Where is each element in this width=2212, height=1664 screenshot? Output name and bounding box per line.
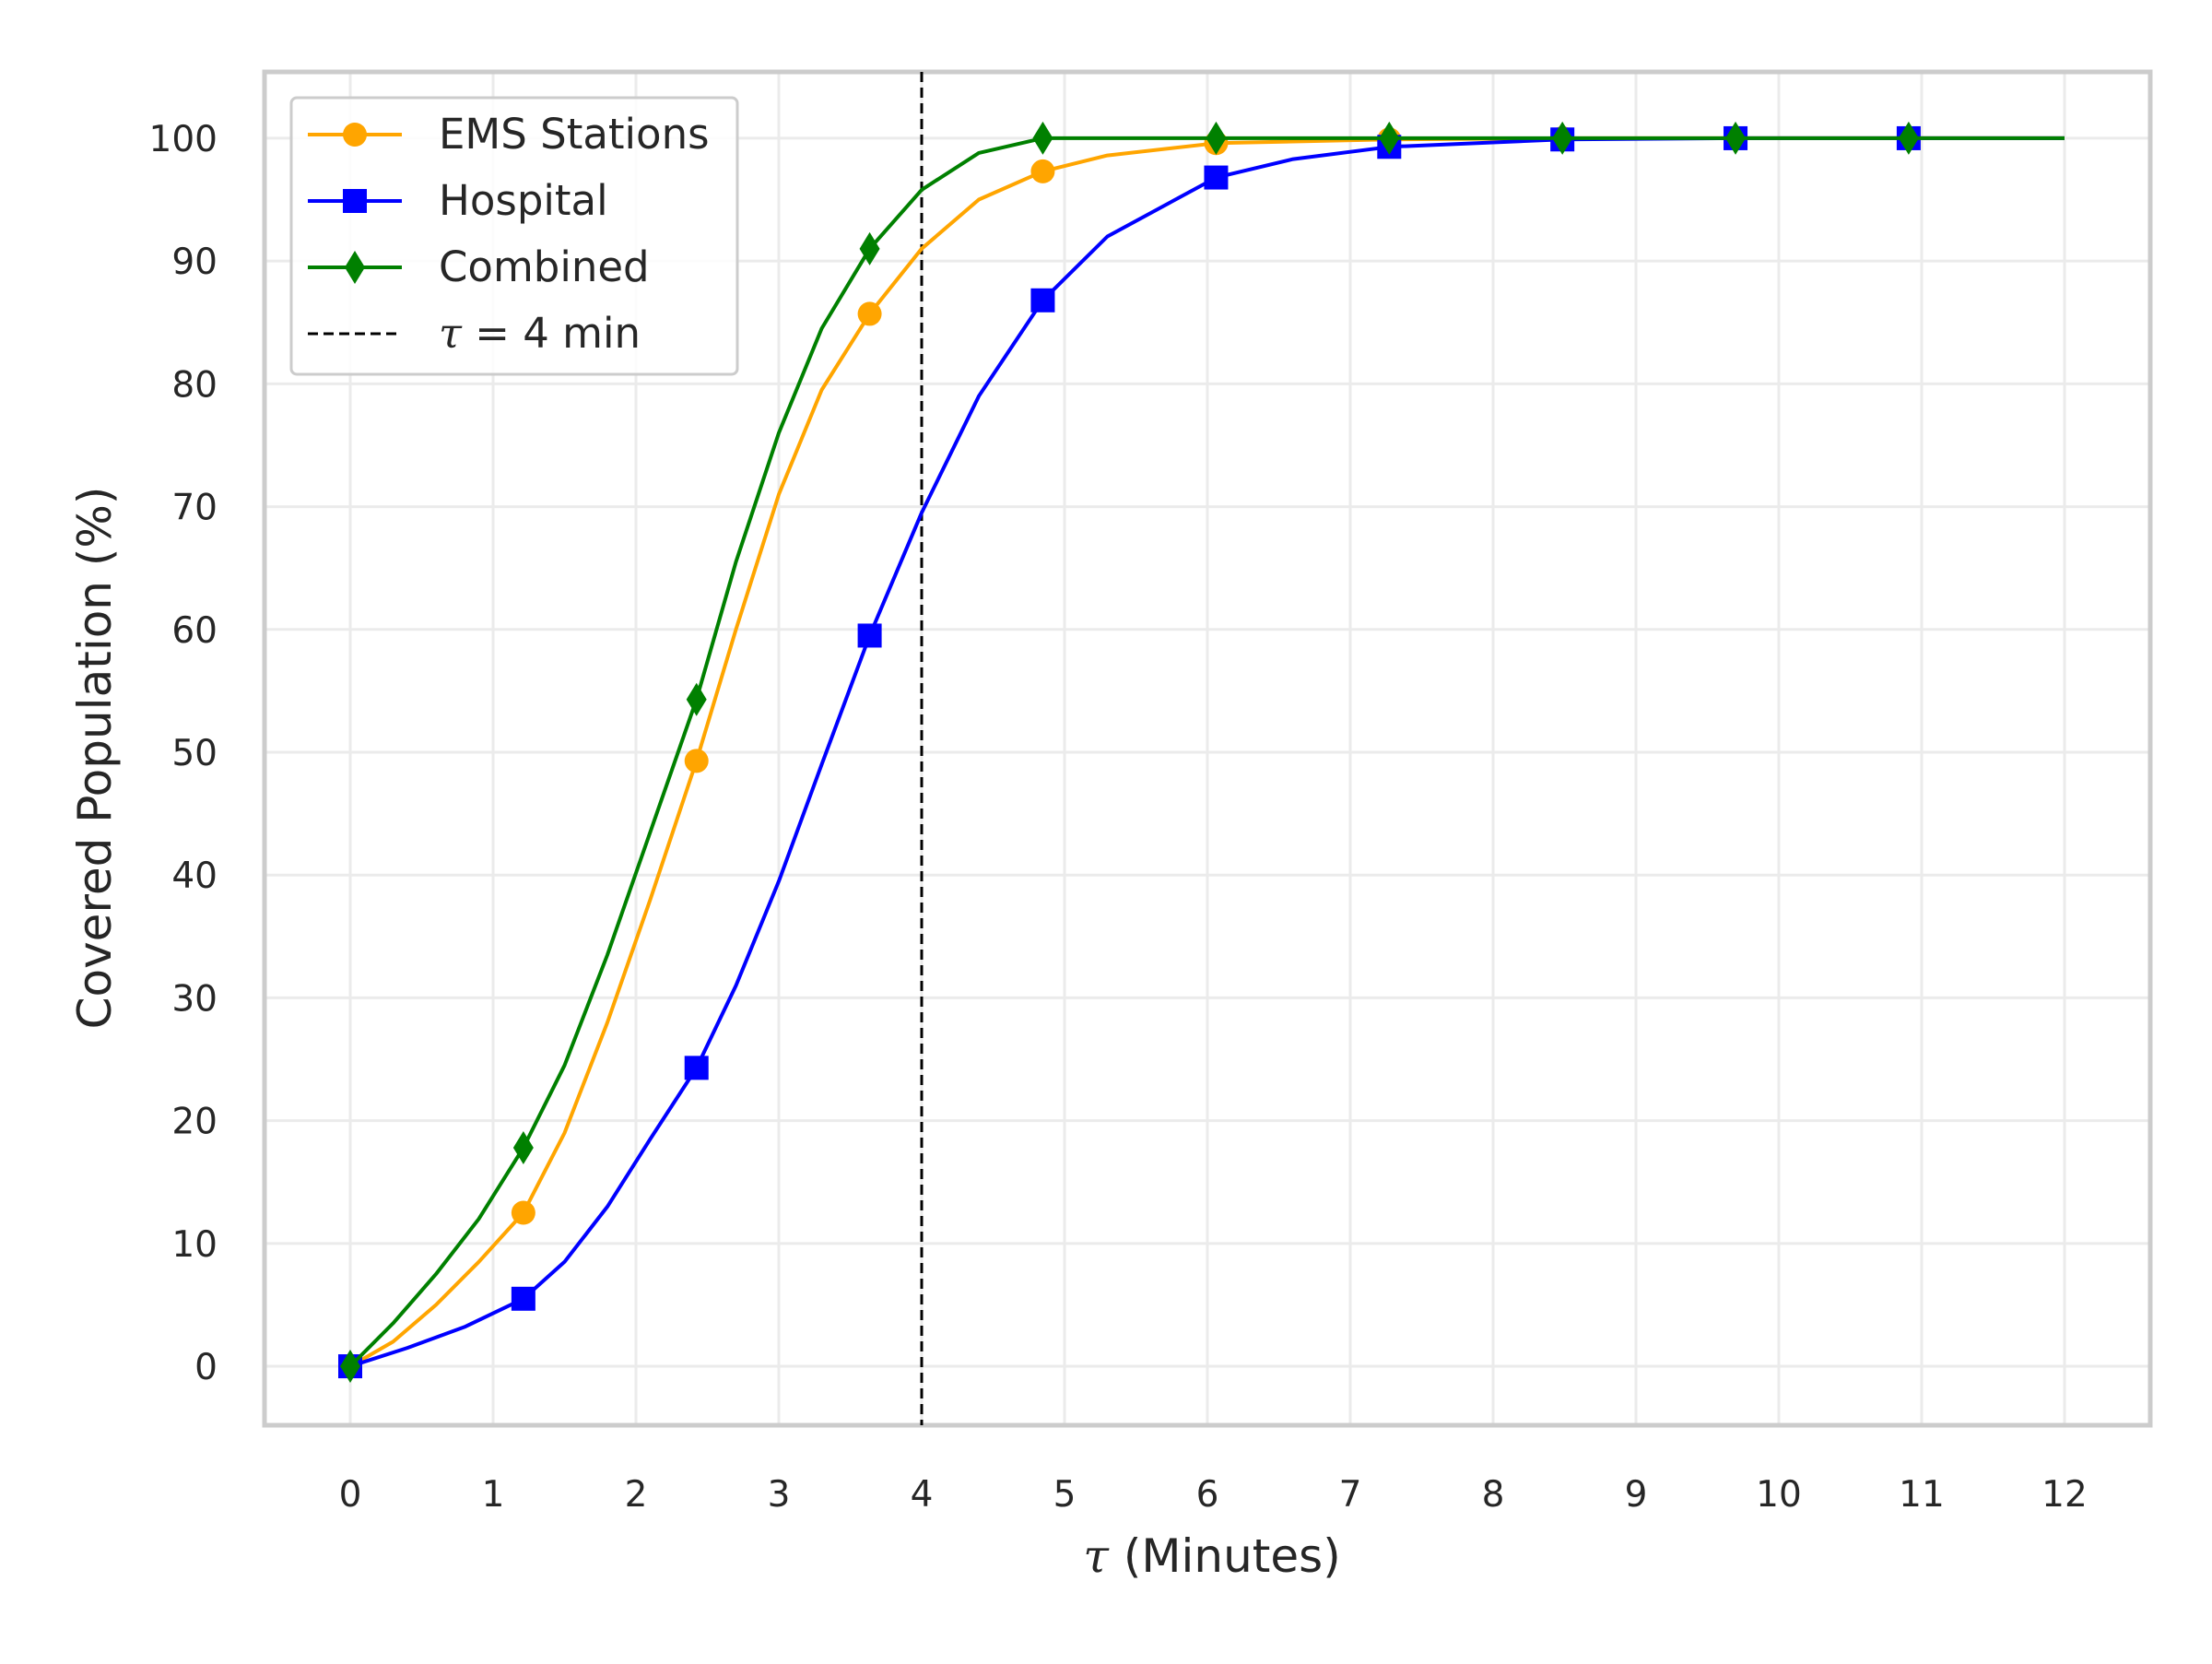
- y-tick-label: 30: [171, 978, 218, 1020]
- series-line-combined: [348, 136, 2065, 1368]
- y-tick-label: 80: [171, 364, 218, 406]
- data-point-ems-stations: [511, 1200, 535, 1225]
- legend-reference-symbol: τ: [439, 309, 463, 358]
- x-tick-label: 10: [1756, 1474, 1802, 1516]
- data-point-combined: [1032, 121, 1053, 155]
- x-tick-label: 4: [911, 1474, 934, 1516]
- series-combined: [340, 121, 2065, 1384]
- legend-marker-hospital: [343, 189, 367, 213]
- y-tick-label: 0: [194, 1347, 218, 1388]
- data-point-combined: [1725, 121, 1747, 155]
- data-point-combined: [1898, 121, 1919, 155]
- legend-swatches: [308, 123, 402, 336]
- data-point-combined: [1379, 121, 1400, 155]
- y-tick-label: 70: [171, 488, 218, 529]
- x-tick-label: 2: [625, 1474, 648, 1516]
- data-point-hospital: [684, 1056, 709, 1080]
- x-tick-label: 3: [768, 1474, 791, 1516]
- data-point-combined: [1206, 121, 1227, 155]
- y-tick-label: 50: [171, 733, 218, 774]
- y-tick-label: 100: [149, 119, 218, 160]
- x-tick-label: 5: [1053, 1474, 1077, 1516]
- y-tick-label: 10: [171, 1224, 218, 1266]
- x-axis-symbol: τ: [1083, 1529, 1110, 1583]
- y-tick-label: 40: [171, 856, 218, 897]
- y-axis-title: Covered Population (%): [68, 487, 122, 1030]
- data-point-combined: [859, 231, 880, 266]
- data-point-hospital: [857, 623, 882, 648]
- x-tick-label: 7: [1339, 1474, 1362, 1516]
- x-tick-label: 6: [1196, 1474, 1219, 1516]
- x-tick-label: 12: [2041, 1474, 2088, 1516]
- legend-label-ems: EMS Stations: [439, 110, 710, 159]
- y-tick-label: 90: [171, 242, 218, 283]
- x-tick-label: 8: [1482, 1474, 1505, 1516]
- x-tick-label: 1: [482, 1474, 505, 1516]
- x-tick-label: 11: [1899, 1474, 1945, 1516]
- legend-marker-combined: [345, 251, 365, 284]
- data-point-combined: [686, 682, 707, 716]
- data-point-combined: [1552, 121, 1573, 155]
- data-point-ems-stations: [857, 301, 882, 326]
- series-layer: [338, 121, 2065, 1384]
- legend-label-reference: τ = 4 min: [439, 309, 641, 358]
- legend-label-combined: Combined: [439, 242, 650, 291]
- data-point-hospital: [1030, 288, 1055, 313]
- legend-marker-ems-stations: [343, 123, 367, 147]
- plot-frame: [262, 69, 2153, 1428]
- data-point-ems-stations: [684, 749, 709, 773]
- x-axis-title: τ (Minutes): [1083, 1529, 1340, 1583]
- data-point-hospital: [1204, 165, 1229, 190]
- plot-border: [262, 69, 2153, 1428]
- data-point-combined: [512, 1130, 534, 1164]
- data-point-combined: [340, 1350, 360, 1384]
- x-tick-label: 9: [1625, 1474, 1648, 1516]
- legend: EMS Stations Hospital Combined τ = 4 min: [289, 96, 739, 376]
- y-tick-label: 20: [171, 1102, 218, 1143]
- data-point-ems-stations: [1030, 159, 1055, 183]
- legend-box: [289, 96, 739, 376]
- y-tick-label: 60: [171, 610, 218, 652]
- x-axis-unit: (Minutes): [1109, 1529, 1341, 1583]
- x-tick-label: 0: [339, 1474, 362, 1516]
- legend-label-hospital: Hospital: [439, 176, 608, 225]
- data-point-hospital: [511, 1286, 535, 1311]
- legend-reference-rest: = 4 min: [462, 309, 641, 358]
